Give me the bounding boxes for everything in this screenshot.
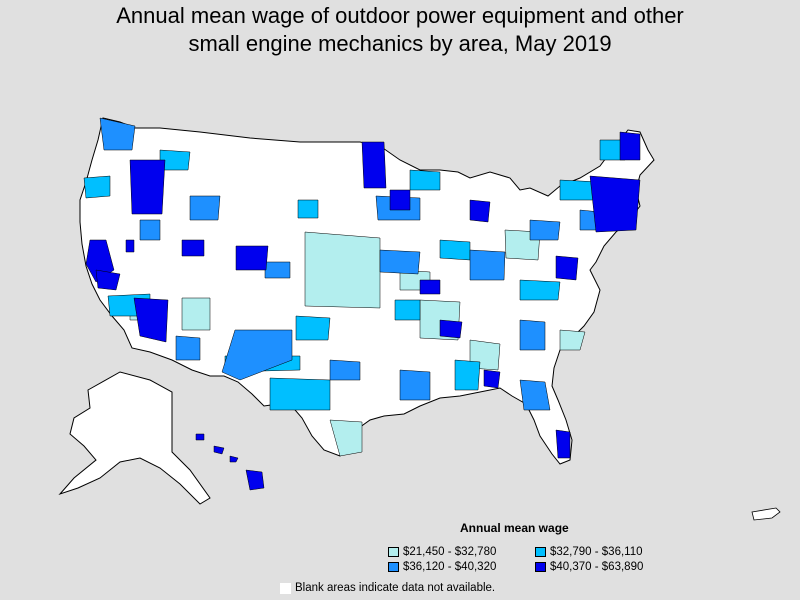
legend-swatch-1 [388,547,399,557]
legend-swatch-3 [388,562,399,572]
legend-label-1: $21,450 - $32,780 [403,546,497,558]
medium-blue-areas [99,117,601,411]
legend-item-4: $40,370 - $63,890 [535,561,643,573]
no-data-text: Blank areas indicate data not available. [295,582,496,594]
page-title: Annual mean wage of outdoor power equipm… [0,2,800,58]
puerto-rico [751,507,781,521]
legend-item-2: $32,790 - $36,110 [535,546,643,558]
hawaii [195,433,265,491]
legend-title: Annual mean wage [460,521,569,535]
no-data-swatch [280,582,291,594]
legend-swatch-4 [535,562,546,572]
legend-item-1: $21,450 - $32,780 [388,546,496,558]
title-line-2: small engine mechanics by area, May 2019 [188,31,612,56]
legend-label-4: $40,370 - $63,890 [550,561,644,573]
legend-swatch-2 [535,547,546,557]
legend-label-3: $36,120 - $40,320 [403,561,497,573]
title-line-1: Annual mean wage of outdoor power equipm… [116,3,684,28]
legend-item-3: $36,120 - $40,320 [388,561,496,573]
alaska [58,371,211,505]
dark-blue-areas [85,131,641,459]
no-data-note: Blank areas indicate data not available. [280,582,495,594]
legend-label-2: $32,790 - $36,110 [550,546,643,558]
